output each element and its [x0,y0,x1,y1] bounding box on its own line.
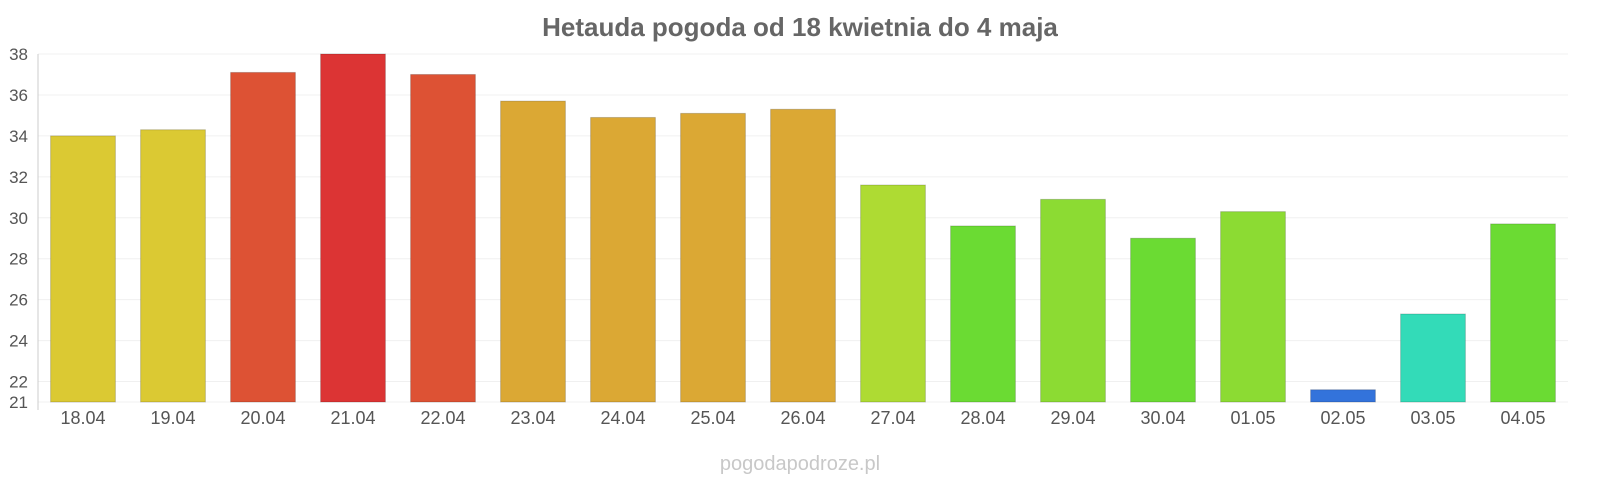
bar-02.05 [1310,389,1376,403]
y-tick-label: 36 [9,86,28,105]
y-tick-label: 28 [9,250,28,269]
bar-22.04 [410,73,476,403]
y-tick-label: 32 [9,168,28,187]
bar-23.04 [500,100,566,403]
bar-26.04 [770,108,836,403]
x-tick-label: 29.04 [1050,408,1095,428]
x-tick-label: 26.04 [780,408,825,428]
bar-27.04 [860,184,926,403]
bar-04.05 [1490,223,1556,403]
watermark: pogodapodroze.pl [720,453,880,475]
x-tick-label: 24.04 [600,408,645,428]
y-tick-label: 26 [9,291,28,310]
y-tick-label: 30 [9,209,28,228]
bar-03.05 [1400,313,1466,403]
x-tick-label: 19.04 [150,408,195,428]
x-tick-label: 21.04 [330,408,375,428]
bars [50,53,1556,403]
bar-18.04 [50,135,116,403]
bar-29.04 [1040,198,1106,403]
x-tick-label: 03.05 [1410,408,1455,428]
bar-19.04 [140,129,206,403]
x-tick-label: 22.04 [420,408,465,428]
chart-title: Hetauda pogoda od 18 kwietnia do 4 maja [542,12,1058,42]
bar-28.04 [950,225,1016,403]
x-tick-label: 18.04 [60,408,105,428]
x-tick-label: 04.05 [1500,408,1545,428]
y-tick-label: 24 [9,332,28,351]
y-tick-label: 21 [9,393,28,412]
bar-21.04 [320,53,386,403]
bar-01.05 [1220,211,1286,403]
x-tick-label: 23.04 [510,408,555,428]
y-tick-label: 34 [9,127,28,146]
bar-20.04 [230,71,296,403]
x-tick-label: 01.05 [1230,408,1275,428]
x-tick-label: 27.04 [870,408,915,428]
y-tick-label: 22 [9,373,28,392]
bar-30.04 [1130,237,1196,403]
bar-24.04 [590,116,656,403]
x-axis-labels: 18.04 19.04 20.04 21.04 22.04 23.04 24.04 25.04… [60,408,1545,428]
bar-25.04 [680,112,746,403]
x-tick-label: 25.04 [690,408,735,428]
x-tick-label: 30.04 [1140,408,1185,428]
y-tick-label: 38 [9,45,28,64]
x-tick-label: 02.05 [1320,408,1365,428]
x-tick-label: 20.04 [240,408,285,428]
x-tick-label: 28.04 [960,408,1005,428]
